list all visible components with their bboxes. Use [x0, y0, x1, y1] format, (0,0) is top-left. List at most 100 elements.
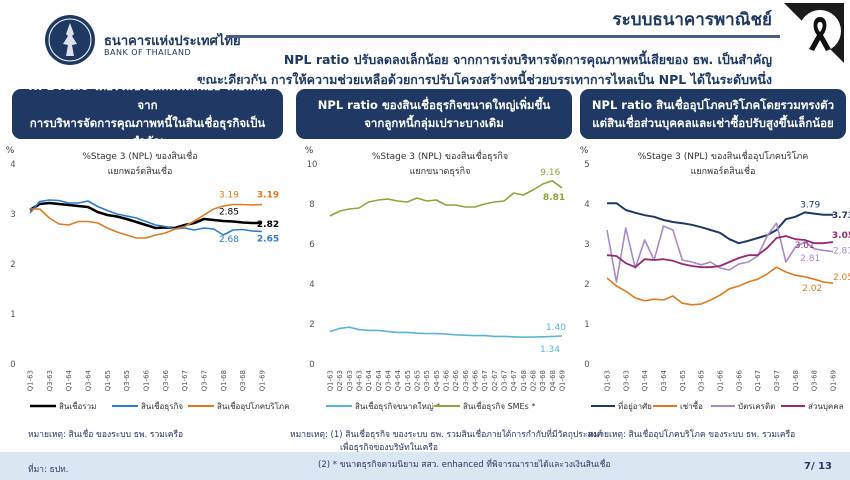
y-tick-label: 5 [584, 160, 589, 170]
x-tick-label: Q4-64 [394, 369, 402, 391]
chart-total-npl: %Stage 3 (NPL) ของสินเชื่อแยกพอร์ตสินเชื… [6, 146, 290, 411]
x-tick-label: Q2-63 [336, 370, 344, 391]
mourning-ribbon-icon [784, 3, 844, 63]
y-tick-label: 2 [10, 260, 15, 270]
y-tick-label: 10 [307, 160, 318, 170]
key-message-box-3: NPL ratio สินเชื่ออุปโภคบริโภคโดยรวมทรงต… [580, 89, 846, 139]
data-label: 1.34 [540, 345, 560, 355]
legend-label: ส่วนบุคคล [808, 402, 844, 411]
x-tick-label: Q1-64 [365, 369, 373, 391]
data-label: 2.85 [219, 208, 239, 218]
y-tick-label: 4 [309, 280, 314, 290]
data-label: 3.01 [795, 241, 815, 251]
x-tick-label: Q1-68 [792, 370, 800, 391]
x-tick-label: Q1-66 [443, 369, 451, 391]
x-tick-label: Q3-63 [46, 370, 54, 391]
logo-thai-name: ธนาคารแห่งประเทศไทย [104, 34, 241, 49]
x-tick-label: Q4-65 [433, 370, 441, 391]
y-axis-unit: % [580, 146, 589, 156]
legend-label: สินเชื่อรวม [59, 400, 97, 411]
series-line-1 [329, 326, 563, 338]
x-tick-label: Q1-67 [754, 370, 762, 391]
y-tick-label: 0 [10, 360, 15, 370]
x-tick-label: Q1-65 [679, 370, 687, 391]
x-tick-label: Q1-64 [641, 369, 649, 391]
y-tick-label: 6 [309, 240, 314, 250]
x-tick-label: Q2-65 [414, 370, 422, 391]
x-tick-label: Q3-67 [501, 370, 509, 391]
data-label: 8.81 [543, 193, 565, 203]
x-tick-label: Q3-65 [698, 370, 706, 391]
y-tick-label: 3 [10, 210, 15, 220]
legend-label: สินเชื่ออุปโภคบริโภค [217, 400, 290, 411]
x-tick-label: Q1-66 [143, 369, 151, 391]
series-line-2 [329, 179, 563, 217]
x-tick-label: Q1-65 [104, 370, 112, 391]
y-tick-label: 0 [584, 360, 589, 370]
series-line-3 [606, 222, 834, 283]
page-title: ระบบธนาคารพาณิชย์ [612, 10, 772, 30]
y-tick-label: 1 [10, 310, 15, 320]
data-label: 3.73 [832, 211, 850, 221]
x-tick-label: Q1-63 [327, 370, 335, 391]
data-label: 3.19 [257, 191, 279, 201]
box-3-line-1: NPL ratio สินเชื่ออุปโภคบริโภคโดยรวมทรงต… [591, 97, 835, 112]
x-tick-label: Q3-64 [385, 369, 393, 391]
x-tick-label: Q3-66 [162, 369, 170, 391]
y-tick-label: 0 [309, 360, 314, 370]
subtitle-line-1: NPL ratio ปรับลดลงเล็กน้อย จากการเร่งบริ… [283, 52, 772, 67]
data-label: 1.40 [546, 323, 566, 333]
x-tick-label: Q4-66 [472, 369, 480, 391]
series-line-2 [29, 199, 263, 236]
x-tick-label: Q4-63 [356, 370, 364, 391]
key-message-box-1: NPL ratio โดยรวมปรับลดลงเล็กน้อย โดยหลัก… [12, 79, 283, 148]
data-label: 2.82 [257, 220, 279, 230]
chart-subtitle: แยกพอร์ตสินเชื่อ [108, 164, 173, 177]
x-tick-label: Q3-64 [660, 369, 668, 391]
bank-of-thailand-logo [45, 15, 95, 65]
note-chart-3: หมายเหตุ: สินเชื่ออุปโภคบริโภค ของระบบ ธ… [588, 430, 796, 440]
box-1-line-2: การบริหารจัดการคุณภาพหนี้ในสินเชื่อธุรกิ… [29, 116, 266, 149]
y-tick-label: 1 [584, 320, 589, 330]
x-tick-label: Q3-68 [811, 370, 819, 391]
x-tick-label: Q2-66 [452, 369, 460, 391]
chart-consumer-npl: %Stage 3 (NPL) ของสินเชื่ออุปโภคบริโภคแย… [580, 146, 850, 412]
x-tick-label: Q3-64 [85, 369, 93, 391]
x-tick-label: Q3-65 [423, 370, 431, 391]
y-tick-label: 2 [309, 320, 314, 330]
y-axis-unit: % [6, 146, 15, 156]
box-2-line-1: NPL ratio ของสินเชื่อธุรกิจขนาดใหญ่เพิ่ม… [317, 97, 551, 112]
data-label: 3.05 [832, 231, 850, 241]
x-tick-label: Q3-67 [773, 370, 781, 391]
y-tick-label: 3 [584, 240, 589, 250]
x-tick-label: Q4-67 [510, 370, 518, 391]
chart-title: %Stage 3 (NPL) ของสินเชื่ออุปโภคบริโภค [638, 149, 809, 162]
x-tick-label: Q1-69 [830, 370, 838, 391]
legend-label: เช่าซื้อ [680, 400, 703, 411]
x-tick-label: Q2-67 [491, 370, 499, 391]
x-tick-label: Q3-66 [462, 369, 470, 391]
data-label: 2.05 [833, 273, 850, 283]
y-tick-label: 4 [584, 200, 589, 210]
y-axis-unit: % [305, 146, 314, 156]
data-label: 2.81 [800, 254, 820, 264]
legend-label: สินเชื่อธุรกิจขนาดใหญ่ * [355, 400, 440, 411]
box-2-line-2: จากลูกหนี้กลุ่มเปราะบางเดิม [364, 116, 504, 130]
note-chart-2-c: (2) * ขนาดธุรกิจตามนิยาม สสว. enhanced ท… [318, 460, 611, 470]
x-tick-label: Q3-68 [239, 370, 247, 391]
data-label: 3.79 [800, 201, 820, 211]
x-tick-label: Q1-69 [559, 370, 567, 391]
x-tick-label: Q2-68 [530, 370, 538, 391]
data-label: 2.68 [219, 235, 239, 245]
x-tick-label: Q4-68 [549, 370, 557, 391]
legend-label: สินเชื่อธุรกิจ SMEs * [463, 400, 535, 411]
data-label: 9.16 [540, 168, 560, 178]
x-tick-label: Q3-68 [539, 370, 547, 391]
series-line-1 [607, 202, 833, 245]
x-tick-label: Q1-66 [717, 369, 725, 391]
key-message-box-2: NPL ratio ของสินเชื่อธุรกิจขนาดใหญ่เพิ่ม… [296, 89, 572, 139]
legend-label: บัตรเครดิต [738, 402, 775, 411]
series-line-3 [30, 203, 263, 239]
x-tick-label: Q1-68 [220, 370, 228, 391]
title-underline [226, 35, 780, 38]
